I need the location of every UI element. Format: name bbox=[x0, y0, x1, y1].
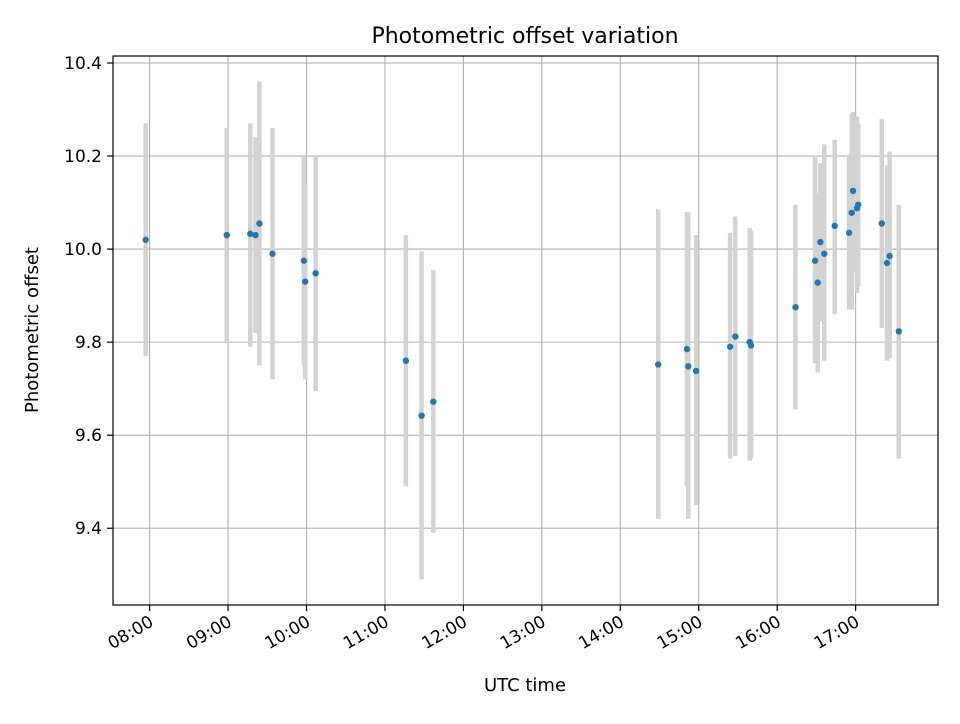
data-point bbox=[685, 363, 692, 370]
data-point bbox=[683, 345, 691, 353]
data-point bbox=[821, 250, 828, 257]
chart-title: Photometric offset variation bbox=[371, 24, 678, 49]
data-point bbox=[269, 250, 276, 257]
data-point bbox=[747, 342, 755, 349]
y-axis-label: Photometric offset bbox=[22, 247, 43, 413]
x-axis-label: UTC time bbox=[484, 675, 566, 696]
data-point bbox=[878, 220, 885, 227]
y-axis: 9.4 9.6 9.8 10.0 10.2 10.4 bbox=[64, 54, 113, 539]
data-point bbox=[430, 398, 437, 405]
y-tick-label: 9.8 bbox=[75, 333, 102, 353]
data-point bbox=[883, 259, 891, 267]
data-point bbox=[655, 361, 662, 368]
y-tick-label: 10.0 bbox=[64, 240, 102, 260]
data-point bbox=[692, 367, 700, 375]
data-point bbox=[732, 333, 739, 340]
data-point bbox=[256, 220, 263, 227]
data-point bbox=[895, 328, 902, 335]
data-point bbox=[402, 357, 410, 364]
data-point bbox=[817, 238, 824, 246]
y-tick-label: 9.4 bbox=[75, 519, 102, 539]
data-point bbox=[726, 343, 734, 350]
plot-frame bbox=[112, 55, 939, 606]
data-point bbox=[300, 257, 308, 264]
data-point bbox=[814, 279, 821, 286]
data-point bbox=[845, 229, 853, 236]
data-point bbox=[849, 187, 857, 195]
data-point bbox=[811, 257, 819, 264]
grid bbox=[113, 56, 938, 605]
data-point bbox=[142, 236, 149, 243]
data-point bbox=[848, 209, 855, 216]
data-point bbox=[831, 222, 838, 230]
y-tick-label: 10.4 bbox=[64, 54, 102, 74]
y-tick-label: 10.2 bbox=[64, 147, 102, 167]
data-point bbox=[792, 304, 799, 311]
data-point bbox=[418, 412, 425, 419]
data-points bbox=[142, 187, 902, 419]
data-point bbox=[855, 201, 862, 209]
data-point bbox=[886, 252, 893, 260]
data-point bbox=[301, 278, 309, 285]
y-tick-label: 9.6 bbox=[75, 426, 102, 446]
data-point bbox=[252, 231, 259, 239]
data-point bbox=[312, 270, 319, 277]
data-point bbox=[247, 230, 254, 237]
data-point bbox=[223, 231, 230, 239]
